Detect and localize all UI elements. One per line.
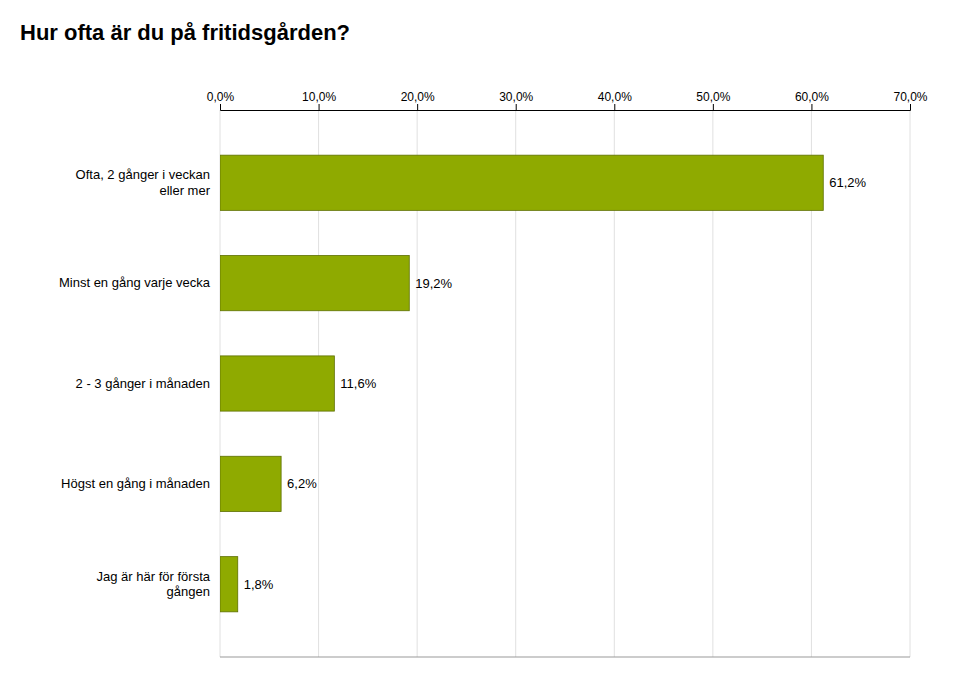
x-tick-label: 40,0%	[598, 90, 632, 104]
y-tick-label-line: eller mer	[159, 183, 210, 198]
x-tick: 30,0%	[499, 90, 533, 110]
x-tick: 50,0%	[696, 90, 730, 110]
y-tick: 2 - 3 gånger i månaden	[76, 376, 220, 391]
y-tick-label: Ofta, 2 gånger i veckaneller mer	[76, 167, 211, 198]
x-tick: 20,0%	[401, 90, 435, 110]
bar	[220, 456, 281, 511]
data-label: 19,2%	[415, 276, 452, 291]
x-tick: 40,0%	[598, 90, 632, 110]
chart: Hur ofta är du på fritidsgården? 0,0% 10,0…	[0, 0, 960, 687]
y-tick-label: Jag är här för förstagången	[97, 569, 211, 600]
x-tick-label: 10,0%	[302, 90, 336, 104]
bar	[220, 155, 823, 210]
x-tick-mark	[319, 104, 320, 110]
x-tick-mark	[220, 104, 221, 110]
data-labels: 61,2% 19,2% 11,6% 6,2% 1,8%	[244, 175, 867, 591]
grid-line	[910, 110, 911, 657]
x-tick-mark	[811, 104, 812, 110]
x-tick: 10,0%	[302, 90, 336, 110]
x-axis-line	[221, 104, 911, 111]
x-tick-label: 20,0%	[401, 90, 435, 104]
x-tick: 70,0%	[893, 90, 927, 110]
y-tick: Jag är här för förstagången	[97, 569, 220, 600]
x-tick-mark	[516, 104, 517, 110]
x-tick-label: 30,0%	[499, 90, 533, 104]
y-tick-label-line: Jag är här för första	[97, 569, 211, 584]
grid	[220, 110, 910, 657]
x-tick: 0,0%	[207, 90, 235, 110]
x-tick-label: 60,0%	[795, 90, 829, 104]
data-label: 11,6%	[340, 376, 376, 391]
plot: 0,0% 10,0% 20,0% 30,0% 40,0% 50,0% 60,0% 70,0% O…	[59, 90, 928, 657]
y-axis: Ofta, 2 gånger i veckaneller mer Minst en…	[59, 167, 220, 599]
x-tick-label: 50,0%	[696, 90, 730, 104]
x-tick-mark	[713, 104, 714, 110]
x-tick-label: 70,0%	[893, 90, 927, 104]
data-label: 1,8%	[244, 577, 274, 592]
x-tick: 60,0%	[795, 90, 829, 110]
y-tick-label-line: Minst en gång varje vecka	[59, 275, 211, 290]
x-tick-mark	[614, 104, 615, 110]
y-tick-label: 2 - 3 gånger i månaden	[76, 376, 210, 391]
bar	[220, 557, 238, 612]
y-tick-label-line: 2 - 3 gånger i månaden	[76, 376, 210, 391]
y-tick-label-line: gången	[167, 584, 210, 599]
bar	[220, 356, 334, 411]
x-tick-mark	[417, 104, 418, 110]
y-tick: Högst en gång i månaden	[61, 476, 220, 491]
bars	[220, 155, 823, 612]
data-label: 61,2%	[829, 175, 866, 190]
bar	[220, 256, 409, 311]
x-tick-label: 0,0%	[207, 90, 235, 104]
plot-frame	[220, 657, 910, 658]
y-tick: Ofta, 2 gånger i veckaneller mer	[76, 167, 220, 198]
x-tick-mark	[910, 104, 911, 110]
y-tick: Minst en gång varje vecka	[59, 275, 220, 290]
title: Hur ofta är du på fritidsgården?	[20, 20, 350, 45]
y-tick-label-line: Högst en gång i månaden	[61, 476, 210, 491]
y-tick-label: Högst en gång i månaden	[61, 476, 210, 491]
data-label: 6,2%	[287, 476, 317, 491]
y-tick-label-line: Ofta, 2 gånger i veckan	[76, 167, 210, 182]
y-tick-label: Minst en gång varje vecka	[59, 275, 211, 290]
x-axis: 0,0% 10,0% 20,0% 30,0% 40,0% 50,0% 60,0% 70,0%	[207, 90, 928, 111]
